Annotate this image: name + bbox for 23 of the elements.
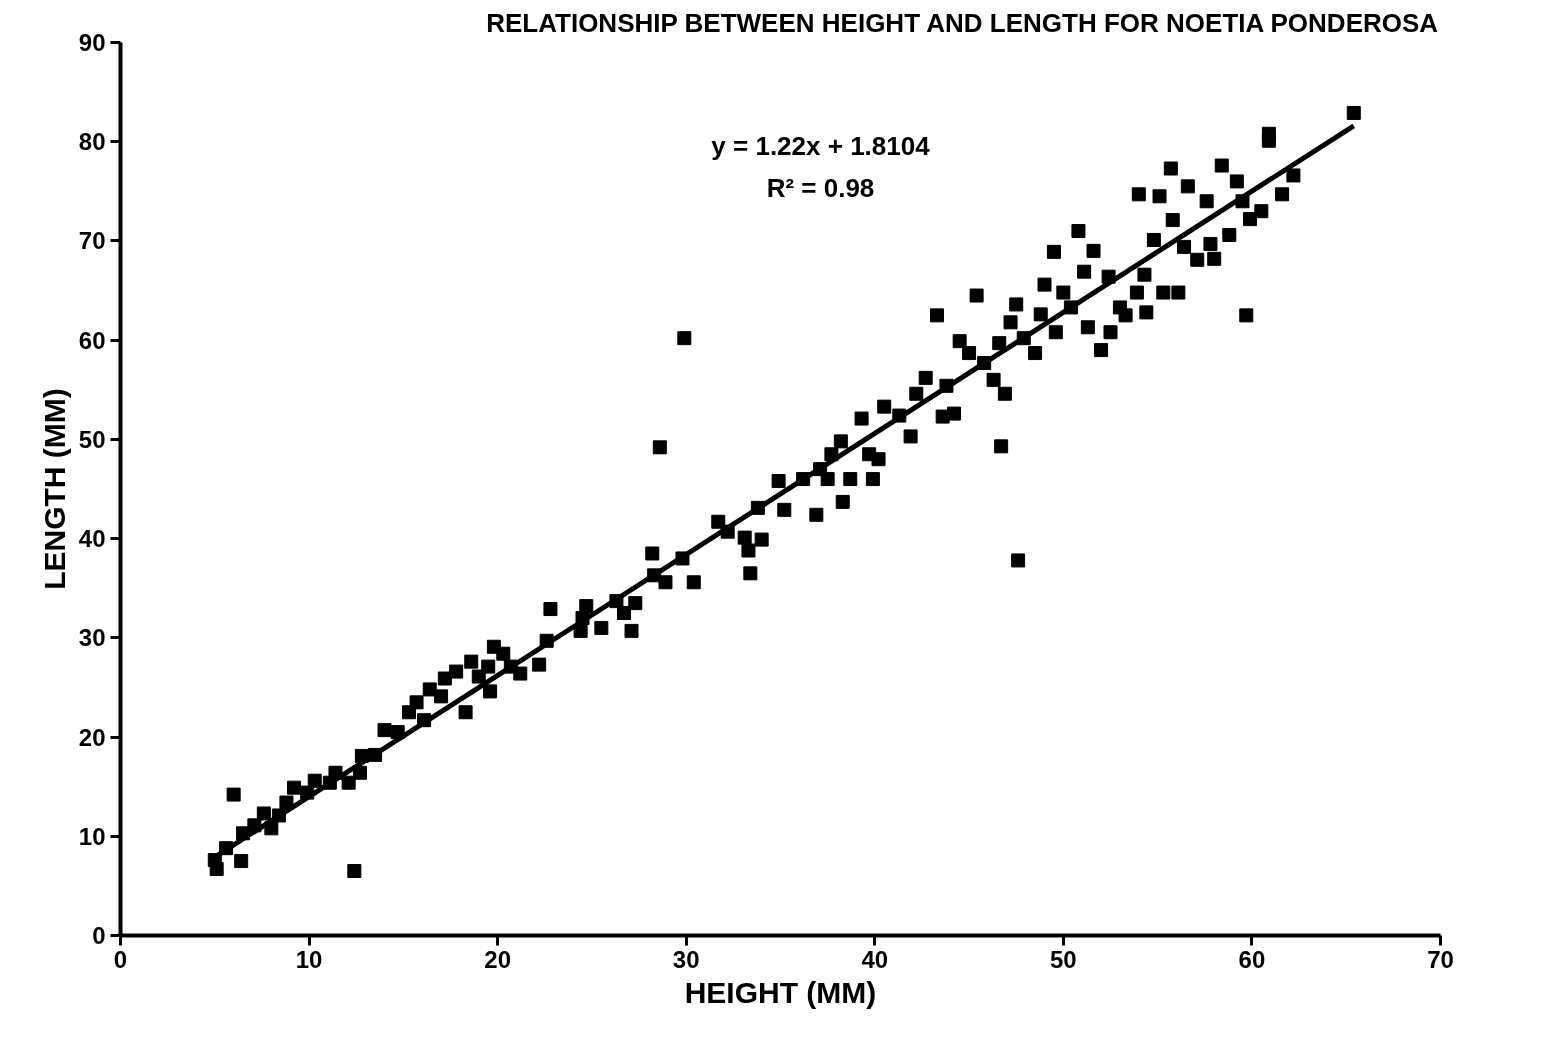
x-tick-label: 70 xyxy=(1427,945,1454,973)
y-tick-label: 10 xyxy=(78,822,106,850)
y-tick-label: 70 xyxy=(78,227,106,255)
y-tick-label: 60 xyxy=(78,326,106,354)
y-tick-label: 0 xyxy=(92,922,106,949)
chart-title: RELATIONSHIP BETWEEN HEIGHT AND LENGTH FOR NOETIA PONDEROSA xyxy=(486,7,1439,38)
x-tick-label: 30 xyxy=(672,945,700,973)
annotation: y = 1.22x + 1.8104 xyxy=(711,130,931,161)
x-tick-label: 10 xyxy=(295,945,323,973)
y-tick-label: 30 xyxy=(78,624,106,652)
x-tick-label: 60 xyxy=(1238,945,1266,973)
x-tick-label: 20 xyxy=(484,945,511,973)
y-tick-label: 50 xyxy=(78,425,106,453)
y-tick-label: 90 xyxy=(78,29,106,56)
x-tick-label: 40 xyxy=(861,945,889,973)
x-tick-label: 0 xyxy=(113,945,128,973)
y-tick-label: 80 xyxy=(78,128,106,156)
y-tick-label: 20 xyxy=(78,723,106,751)
y-axis-title: LENGTH (MM) xyxy=(37,388,71,590)
y-tick-label: 40 xyxy=(78,525,106,553)
x-axis-title: HEIGHT (MM) xyxy=(684,975,877,1009)
annotation: R² = 0.98 xyxy=(766,172,875,203)
x-tick-label: 50 xyxy=(1050,945,1077,973)
